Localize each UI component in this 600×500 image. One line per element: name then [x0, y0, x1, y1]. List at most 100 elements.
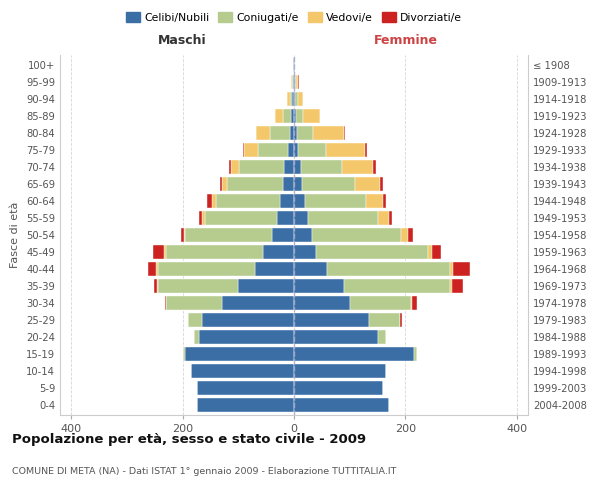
Bar	[221, 177, 227, 191]
Bar	[301, 160, 343, 174]
Bar	[197, 398, 294, 412]
Bar	[294, 330, 377, 344]
Bar	[290, 75, 292, 89]
Bar	[326, 143, 365, 157]
Bar	[202, 313, 294, 327]
Bar	[207, 194, 212, 208]
Bar	[316, 245, 428, 259]
Bar	[283, 177, 294, 191]
Bar	[383, 194, 386, 208]
Bar	[216, 194, 280, 208]
Bar	[296, 75, 298, 89]
Bar	[283, 109, 291, 123]
Bar	[227, 177, 283, 191]
Bar	[452, 279, 463, 293]
Bar	[298, 92, 304, 106]
Bar	[328, 262, 450, 276]
Bar	[157, 262, 255, 276]
Bar	[185, 228, 272, 242]
Bar	[280, 194, 294, 208]
Bar	[263, 245, 294, 259]
Bar	[343, 160, 373, 174]
Bar	[294, 126, 298, 140]
Bar	[202, 211, 205, 225]
Text: COMUNE DI META (NA) - Dati ISTAT 1° gennaio 2009 - Elaborazione TUTTITALIA.IT: COMUNE DI META (NA) - Dati ISTAT 1° genn…	[12, 468, 397, 476]
Bar	[367, 194, 383, 208]
Bar	[244, 143, 258, 157]
Bar	[294, 211, 308, 225]
Bar	[289, 143, 294, 157]
Bar	[453, 262, 470, 276]
Bar	[308, 211, 377, 225]
Bar	[221, 296, 294, 310]
Bar	[292, 75, 293, 89]
Bar	[380, 177, 383, 191]
Bar	[153, 245, 164, 259]
Bar	[212, 194, 216, 208]
Bar	[166, 245, 263, 259]
Bar	[294, 279, 344, 293]
Bar	[275, 109, 283, 123]
Bar	[292, 92, 294, 106]
Bar	[184, 228, 185, 242]
Bar	[344, 279, 450, 293]
Bar	[182, 347, 185, 361]
Bar	[166, 296, 221, 310]
Bar	[432, 245, 440, 259]
Bar	[294, 177, 302, 191]
Bar	[401, 228, 407, 242]
Bar	[199, 330, 294, 344]
Bar	[165, 296, 166, 310]
Bar	[350, 296, 411, 310]
Bar	[255, 262, 294, 276]
Bar	[294, 245, 316, 259]
Bar	[302, 177, 355, 191]
Bar	[284, 160, 294, 174]
Bar	[164, 245, 166, 259]
Bar	[365, 143, 367, 157]
Bar	[239, 160, 284, 174]
Bar	[243, 143, 244, 157]
Bar	[231, 160, 239, 174]
Bar	[312, 228, 401, 242]
Bar	[199, 211, 202, 225]
Bar	[294, 109, 296, 123]
Bar	[197, 381, 294, 395]
Bar	[294, 296, 350, 310]
Bar	[294, 92, 295, 106]
Bar	[194, 330, 199, 344]
Bar	[298, 126, 313, 140]
Bar	[355, 177, 380, 191]
Bar	[294, 313, 369, 327]
Bar	[229, 160, 231, 174]
Text: Femmine: Femmine	[373, 34, 437, 48]
Bar	[277, 211, 294, 225]
Bar	[294, 160, 301, 174]
Bar	[154, 279, 157, 293]
Bar	[294, 228, 312, 242]
Text: Popolazione per età, sesso e stato civile - 2009: Popolazione per età, sesso e stato civil…	[12, 432, 366, 446]
Bar	[157, 279, 238, 293]
Bar	[303, 109, 320, 123]
Bar	[450, 262, 453, 276]
Bar	[181, 228, 184, 242]
Bar	[220, 177, 221, 191]
Bar	[377, 211, 389, 225]
Bar	[294, 262, 328, 276]
Bar	[294, 194, 305, 208]
Bar	[294, 381, 383, 395]
Y-axis label: Fasce di età: Fasce di età	[10, 202, 20, 268]
Bar	[296, 109, 303, 123]
Bar	[305, 194, 367, 208]
Bar	[373, 160, 376, 174]
Bar	[389, 211, 392, 225]
Bar	[238, 279, 294, 293]
Bar	[188, 313, 202, 327]
Text: Maschi: Maschi	[158, 34, 207, 48]
Bar	[148, 262, 157, 276]
Bar	[411, 296, 412, 310]
Bar	[290, 92, 292, 106]
Bar	[369, 313, 400, 327]
Bar	[400, 313, 402, 327]
Bar	[294, 398, 389, 412]
